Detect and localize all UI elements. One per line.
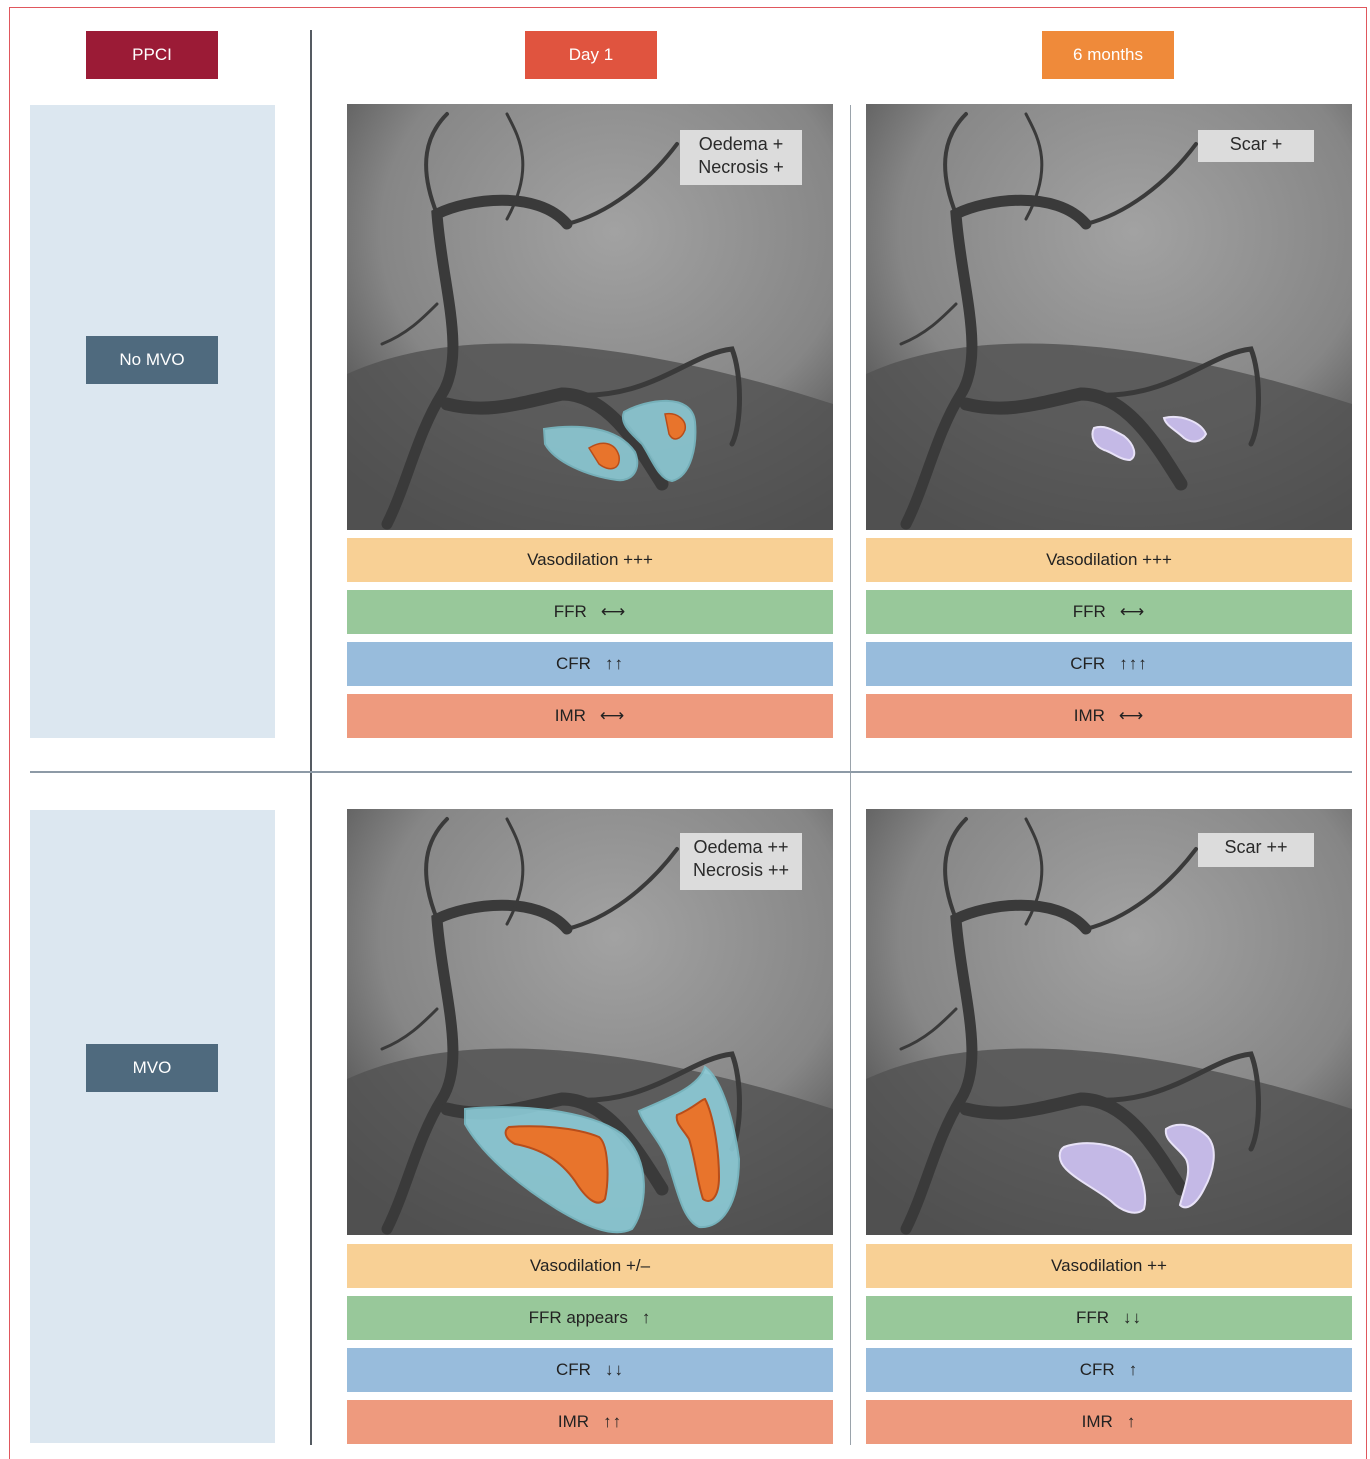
bar-vasodilation: Vasodilation +++ <box>347 538 833 582</box>
arrow-icon: ⟷ <box>1119 602 1146 621</box>
bar-vasodilation: Vasodilation ++ <box>866 1244 1352 1288</box>
bar-vasodilation: Vasodilation +/– <box>347 1244 833 1288</box>
angiogram-mvo-day1 <box>347 809 833 1235</box>
bar-ffr: FFR ↓↓ <box>866 1296 1352 1340</box>
tag-line: Oedema + <box>698 134 784 154</box>
arrow-icon: ⟷ <box>1118 706 1145 725</box>
row-label-mvo: MVO <box>86 1044 218 1092</box>
bar-label: Vasodilation ++ <box>1051 1256 1167 1275</box>
tag-scar-row2: Scar ++ <box>1198 833 1314 867</box>
bar-ffr: FFR ⟷ <box>347 590 833 634</box>
bar-cfr: CFR ↑↑ <box>347 642 833 686</box>
arrow-icon: ↑↑ <box>604 654 624 673</box>
bar-imr: IMR ↑ <box>866 1400 1352 1444</box>
bar-label: FFR appears <box>528 1308 628 1327</box>
figure-border <box>9 7 1367 1459</box>
tag-oedema-necrosis-row2: Oedema ++ Necrosis ++ <box>680 833 802 890</box>
bar-imr: IMR ⟷ <box>347 694 833 738</box>
arrow-icon: ↑↑↑ <box>1119 654 1148 673</box>
angiogram-mvo-6-months <box>866 809 1352 1235</box>
bar-label: Vasodilation +++ <box>1046 550 1172 569</box>
divider-vertical-main <box>310 30 312 1445</box>
bar-label: IMR <box>1081 1412 1113 1431</box>
bar-label: CFR <box>1079 1360 1115 1379</box>
bar-label: IMR <box>554 706 586 725</box>
bar-cfr: CFR ↑↑↑ <box>866 642 1352 686</box>
row-background-mvo <box>30 810 275 1443</box>
bar-label: CFR <box>1070 654 1106 673</box>
arrow-icon: ⟷ <box>600 602 627 621</box>
bar-ffr: FFR ⟷ <box>866 590 1352 634</box>
bar-ffr: FFR appears ↑ <box>347 1296 833 1340</box>
bar-label: FFR <box>553 602 587 621</box>
tag-scar-row1: Scar + <box>1198 130 1314 162</box>
bar-label: FFR <box>1075 1308 1110 1327</box>
scar-region <box>1058 1123 1215 1214</box>
row-label-no-mvo: No MVO <box>86 336 218 384</box>
divider-horizontal <box>30 771 1352 773</box>
bar-label: Vasodilation +++ <box>527 550 653 569</box>
tag-line: Necrosis ++ <box>692 860 790 880</box>
arrow-icon: ↓↓ <box>1123 1308 1143 1327</box>
arrow-icon: ↑ <box>641 1308 652 1327</box>
tag-line: Scar ++ <box>1224 837 1288 857</box>
bar-cfr: CFR ↓↓ <box>347 1348 833 1392</box>
bar-label: CFR <box>556 654 591 673</box>
row-background-no-mvo <box>30 105 275 738</box>
arrow-icon: ↑ <box>1126 1412 1137 1431</box>
bar-label: Vasodilation +/– <box>529 1256 651 1275</box>
tag-line: Scar + <box>1229 134 1283 154</box>
divider-vertical-middle <box>850 105 851 1445</box>
necrosis-region <box>504 1097 721 1204</box>
arrow-icon: ↓↓ <box>604 1360 624 1379</box>
tag-oedema-necrosis-row1: Oedema + Necrosis + <box>680 130 802 185</box>
arrow-icon: ↑↑ <box>603 1412 623 1431</box>
header-6-months: 6 months <box>1042 31 1174 79</box>
scar-region <box>1091 416 1208 462</box>
bar-imr: IMR ⟷ <box>866 694 1352 738</box>
bar-label: FFR <box>1072 602 1106 621</box>
header-day-1: Day 1 <box>525 31 657 79</box>
bar-vasodilation: Vasodilation +++ <box>866 538 1352 582</box>
tag-line: Oedema ++ <box>693 837 789 857</box>
necrosis-region <box>587 412 686 470</box>
header-ppci: PPCI <box>86 31 218 79</box>
arrow-icon: ↑ <box>1128 1360 1139 1379</box>
bar-cfr: CFR ↑ <box>866 1348 1352 1392</box>
bar-label: CFR <box>556 1360 591 1379</box>
tag-line: Necrosis + <box>698 157 784 177</box>
arrow-icon: ⟷ <box>599 706 626 725</box>
bar-imr: IMR ↑↑ <box>347 1400 833 1444</box>
angiogram-no-mvo-6-months <box>866 104 1352 530</box>
bar-label: IMR <box>557 1412 590 1431</box>
bar-label: IMR <box>1073 706 1105 725</box>
